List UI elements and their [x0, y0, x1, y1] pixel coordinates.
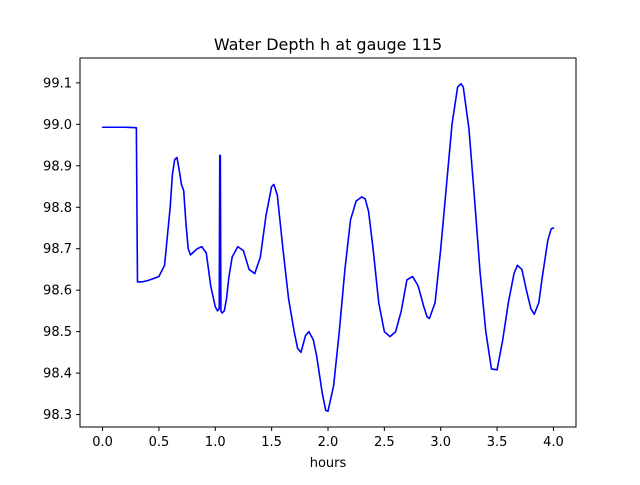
- x-axis-label: hours: [310, 456, 347, 471]
- y-tick-label: 98.3: [43, 408, 72, 423]
- y-tick-label: 98.6: [43, 284, 72, 299]
- y-tick-label: 98.8: [43, 201, 72, 216]
- chart-title: Water Depth h at gauge 115: [214, 35, 442, 54]
- x-tick-label: 0.0: [92, 435, 113, 450]
- x-tick-label: 2.5: [374, 435, 395, 450]
- series-line: [101, 82, 555, 413]
- series-group: [101, 82, 555, 413]
- y-tick-label: 99.0: [43, 118, 72, 133]
- plot-frame: [79, 57, 577, 428]
- x-axis-ticks: 0.0 0.5 1.0 1.5 2.0 2.5 3.0 3.5 4.0: [92, 427, 564, 450]
- y-tick-label: 98.4: [43, 367, 72, 382]
- y-axis-ticks: 98.3 98.4 98.5 98.6 98.7 98.8 98.9 99.0 99.1: [43, 76, 80, 423]
- x-tick-label: 3.0: [430, 435, 451, 450]
- x-tick-label: 3.5: [487, 435, 508, 450]
- x-tick-label: 2.0: [318, 435, 339, 450]
- y-tick-label: 99.1: [43, 76, 72, 91]
- y-tick-label: 98.5: [43, 325, 72, 340]
- x-tick-label: 4.0: [543, 435, 564, 450]
- plot-area: [80, 58, 576, 427]
- x-tick-label: 0.5: [149, 435, 170, 450]
- x-tick-label: 1.0: [205, 435, 226, 450]
- y-tick-label: 98.7: [43, 242, 72, 257]
- x-tick-label: 1.5: [261, 435, 282, 450]
- y-tick-label: 98.9: [43, 159, 72, 174]
